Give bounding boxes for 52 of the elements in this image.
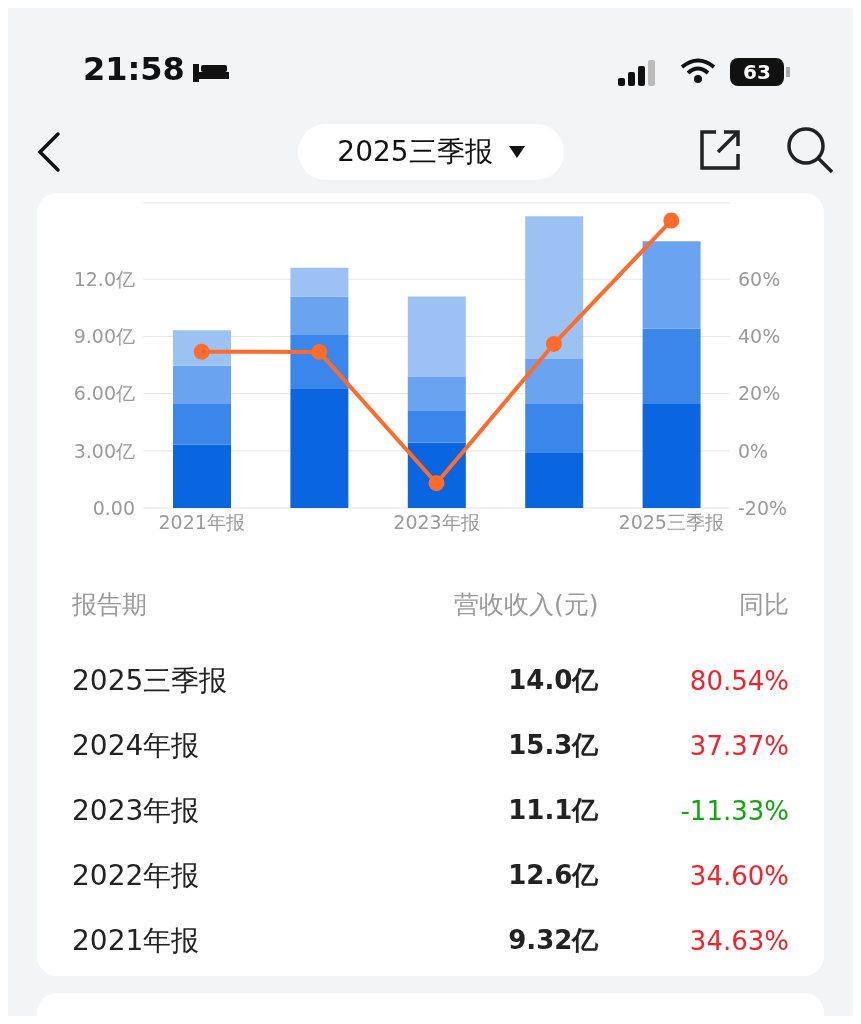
y-tick-label: 12.0亿 bbox=[73, 267, 135, 290]
y-tick-label: 2021年报 bbox=[72, 922, 201, 959]
text: 37.37% bbox=[689, 730, 789, 761]
text: 21:58 bbox=[83, 50, 185, 88]
y-tick-label: 2024年报 bbox=[72, 727, 201, 764]
bar bbox=[407, 410, 466, 443]
text: 12.6亿 bbox=[508, 860, 599, 890]
bar bbox=[642, 404, 701, 508]
text: 80.54% bbox=[689, 665, 789, 696]
text: 15.3亿 bbox=[508, 730, 599, 760]
bar bbox=[525, 452, 584, 508]
bar bbox=[173, 365, 231, 405]
point bbox=[545, 335, 562, 352]
text: 11.1亿 bbox=[508, 795, 599, 825]
text: -11.33% bbox=[680, 795, 789, 826]
y-tick-label: 0.00 bbox=[92, 496, 135, 519]
y-axis-title: 报告期 bbox=[72, 589, 148, 621]
y-tick-label: 3.00亿 bbox=[73, 439, 135, 462]
bar bbox=[290, 388, 349, 508]
point bbox=[311, 343, 328, 360]
y2-tick-label: 0% bbox=[738, 439, 769, 462]
text: 34.60% bbox=[689, 860, 789, 891]
text: 9.32亿 bbox=[508, 925, 599, 955]
bar bbox=[173, 404, 231, 445]
y2-tick-label: 60% bbox=[738, 268, 781, 290]
y-tick-label: 2022年报 bbox=[72, 857, 201, 894]
bar bbox=[290, 267, 349, 297]
y2-tick-label: 20% bbox=[738, 382, 781, 405]
bar bbox=[525, 216, 584, 359]
bar bbox=[642, 328, 701, 405]
y2-tick-label: 40% bbox=[738, 325, 781, 348]
text: 14.0亿 bbox=[508, 665, 599, 695]
x-tick-label: 营收收入(元) bbox=[452, 589, 599, 621]
bar bbox=[525, 404, 584, 453]
text: 34.63% bbox=[689, 925, 789, 956]
bar bbox=[642, 241, 701, 329]
chart-title: 2025三季报 bbox=[337, 134, 493, 170]
y2-tick-label: -20% bbox=[738, 496, 788, 519]
y-tick-label: 9.00亿 bbox=[73, 325, 135, 348]
x-tick-label: 2025三季报 bbox=[618, 511, 724, 534]
x-tick-label: 2021年报 bbox=[158, 511, 245, 534]
bar bbox=[290, 296, 349, 335]
x-tick-label: 同比 bbox=[738, 589, 789, 621]
bar bbox=[407, 296, 466, 378]
point bbox=[663, 212, 680, 229]
y-tick-label: 2023年报 bbox=[72, 792, 201, 829]
y-tick-label: 2025三季报 bbox=[72, 662, 229, 699]
x-tick-label: 2023年报 bbox=[393, 511, 480, 534]
bar bbox=[525, 358, 584, 405]
y-tick-label: 6.00亿 bbox=[73, 382, 135, 405]
bar bbox=[173, 444, 231, 508]
bar bbox=[407, 377, 466, 411]
